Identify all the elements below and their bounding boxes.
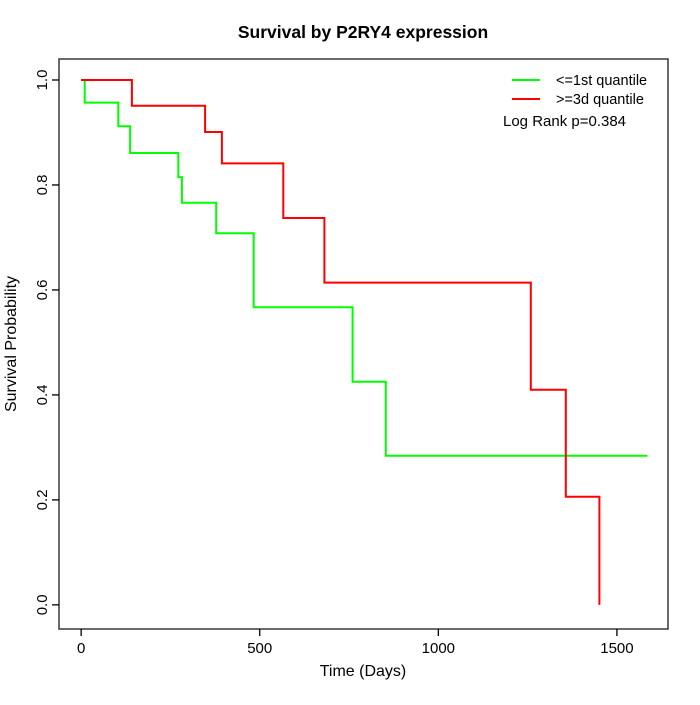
y-tick-label: 0.8 (34, 175, 51, 196)
y-tick-label: 0.0 (34, 594, 51, 615)
km-curves (81, 79, 648, 605)
y-axis-label: Survival Probability (3, 276, 20, 412)
km-curve-low-quantile (81, 79, 648, 457)
legend-label-high-quantile: >=3d quantile (556, 92, 644, 108)
log-rank-pvalue-text: Log Rank p=0.384 (503, 113, 626, 130)
plot-border-box (58, 58, 669, 630)
y-axis: 0.0 0.2 0.4 0.6 0.8 1.0 (34, 70, 59, 615)
x-tick-label: 500 (247, 640, 272, 657)
x-axis-label: Time (Days) (320, 663, 407, 680)
legend: <=1st quantile >=3d quantile Log Rank p=… (503, 73, 647, 130)
x-axis: 0 500 1000 1500 (77, 629, 634, 657)
y-tick-label: 0.6 (34, 280, 51, 301)
y-tick-label: 0.2 (34, 489, 51, 510)
chart-title: Survival by P2RY4 expression (238, 22, 488, 42)
x-tick-label: 0 (77, 640, 85, 657)
legend-label-low-quantile: <=1st quantile (556, 73, 647, 89)
y-tick-label: 0.4 (34, 384, 51, 405)
km-curve-high-quantile (81, 79, 601, 605)
y-tick-label: 1.0 (34, 70, 51, 91)
x-tick-label: 1000 (422, 640, 455, 657)
x-tick-label: 1500 (600, 640, 633, 657)
